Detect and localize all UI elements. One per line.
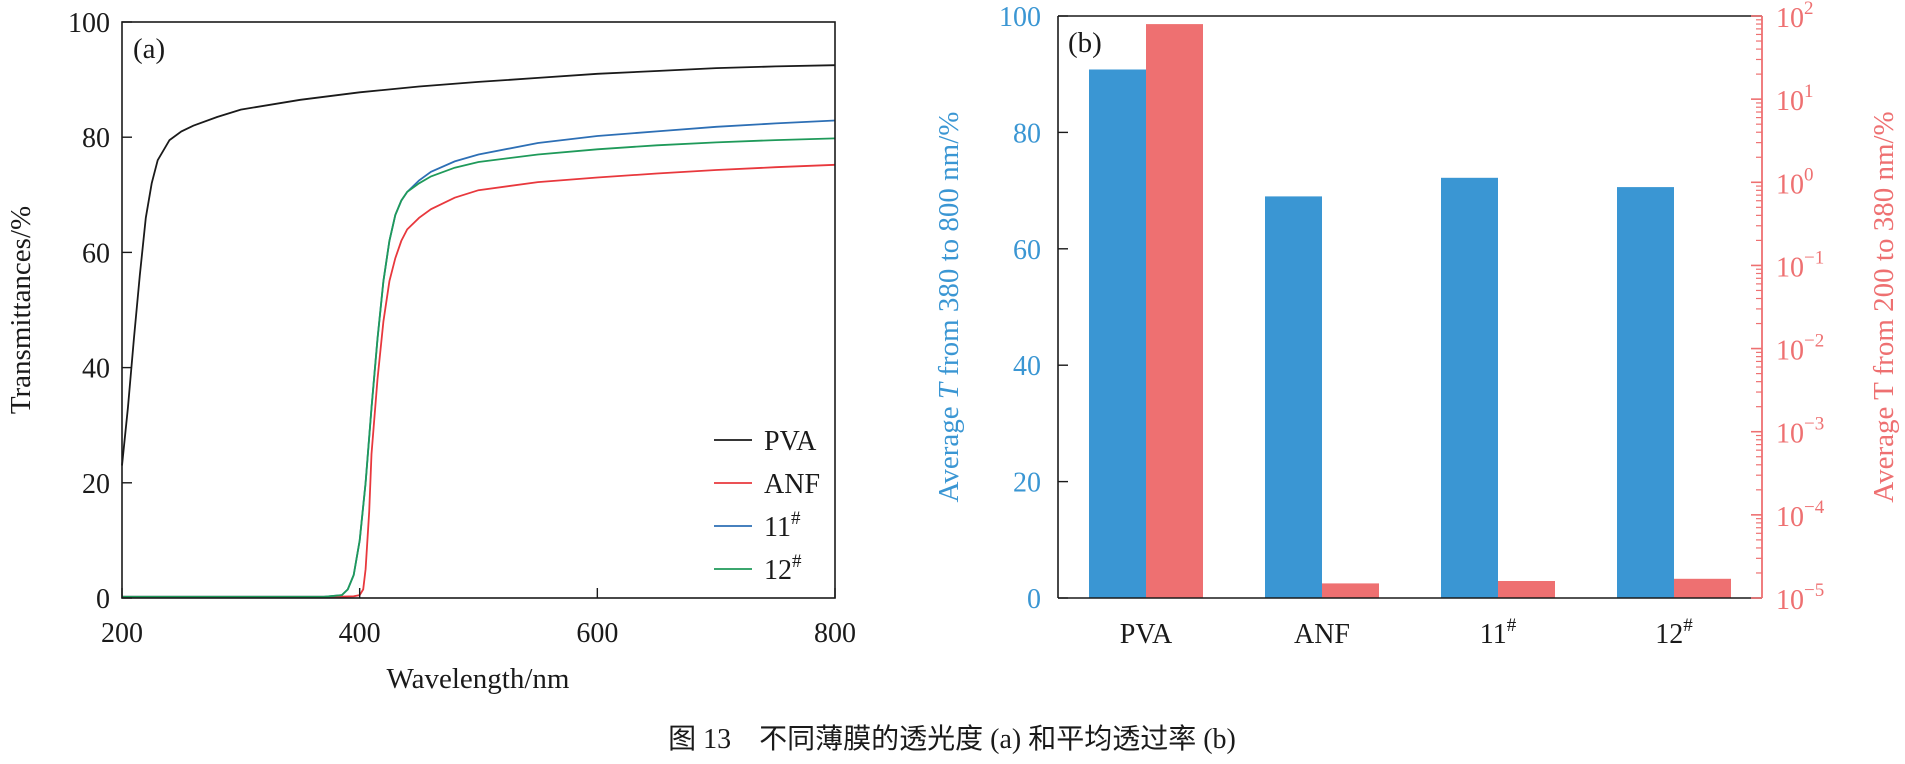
series-line-anf [122, 163, 836, 598]
panel-b-right-tick-base: 10 [1776, 502, 1804, 533]
panel-b-category-label: PVA [1120, 619, 1173, 650]
panel-b-right-tick-base: 10 [1776, 252, 1804, 283]
panel-b-category-label-sup: # [1683, 615, 1693, 636]
panel-a-x-tick-label: 400 [339, 618, 381, 649]
bar-uv-12-sharp [1674, 578, 1731, 598]
legend-label: ANF [764, 469, 820, 500]
legend-label-text: ANF [764, 469, 820, 500]
legend-item: 12# [714, 551, 802, 586]
legend-label-text: 11 [764, 512, 791, 543]
panel-b-right-tick-exp: 0 [1804, 164, 1814, 185]
panel-b-right-tick-exp: 2 [1804, 0, 1814, 19]
panel-b-right-axis-title: Average T from 200 to 380 nm/% [1868, 111, 1900, 502]
panel-a-x-tick-label: 800 [814, 618, 856, 649]
panel-b-left-axis-title: Average T from 380 to 800 nm/% [933, 112, 965, 503]
legend-item: 11# [714, 508, 801, 543]
bar-uv-pva [1146, 24, 1203, 599]
panel-b-right-tick-label: 100 [1776, 164, 1814, 200]
bar-uv-anf [1322, 583, 1379, 598]
panel-b-label: (b) [1068, 27, 1102, 59]
panel-b-right-tick-label: 102 [1776, 0, 1814, 34]
panel-a-frame [121, 21, 836, 599]
panel-b-left-tick-label: 20 [1013, 468, 1041, 499]
panel-b-right-tick-label: 10−1 [1776, 247, 1824, 283]
panel-b-left-tick-label: 100 [999, 2, 1041, 33]
panel-a-x-axis-title: Wavelength/nm [387, 663, 570, 695]
panel-a-x-ticks: 200 400 600 800 [101, 588, 856, 649]
panel-b-bars [1089, 24, 1731, 599]
panel-b-right-tick-exp: −5 [1804, 580, 1824, 601]
panel-b-right-tick-exp: 1 [1804, 81, 1814, 102]
bar-visible-12-sharp [1617, 187, 1674, 598]
panel-b-category-label-text: 12 [1655, 619, 1683, 650]
panel-b-left-ticks: 0 20 40 60 80 100 [999, 2, 1068, 615]
panel-b-left-tick-label: 60 [1013, 235, 1041, 266]
panel-b-right-tick-base: 10 [1776, 336, 1804, 367]
bar-visible-anf [1265, 196, 1322, 598]
legend-label-sup: # [791, 508, 801, 529]
panel-b-right-tick-base: 10 [1776, 169, 1804, 200]
panel-b-left-axis-title-italic: T [933, 381, 965, 399]
panel-a: 0 20 40 60 80 100 200 400 600 800 (a) Wavelength… [5, 8, 856, 695]
legend-label-text: PVA [764, 426, 817, 457]
legend-label: 11# [764, 508, 801, 543]
legend-label: 12# [764, 551, 802, 586]
panel-a-y-tick-label: 40 [82, 354, 110, 385]
panel-a-y-tick-label: 0 [96, 584, 110, 615]
bar-visible-11-sharp [1441, 177, 1498, 599]
panel-b-right-tick-label: 101 [1776, 81, 1814, 117]
bar-uv-11-sharp [1498, 581, 1555, 598]
panel-b-x-ticks: PVA ANF 11# 12# [1120, 615, 1693, 650]
legend-item: ANF [714, 469, 820, 500]
panel-b-category-label: 11# [1480, 615, 1517, 650]
panel-b-right-tick-exp: −1 [1804, 247, 1824, 268]
series-line-12-sharp [122, 137, 836, 598]
panel-b-category-label-sup: # [1507, 615, 1517, 636]
panel-b-category-label: 12# [1655, 615, 1693, 650]
panel-a-y-tick-label: 20 [82, 469, 110, 500]
panel-a-x-tick-label: 600 [576, 618, 618, 649]
panel-b-right-tick-base: 10 [1776, 86, 1804, 117]
legend-item: PVA [714, 426, 817, 457]
panel-a-y-ticks: 0 20 40 60 80 100 [68, 8, 132, 615]
legend-label-text: 12 [764, 555, 792, 586]
panel-b-right-tick-exp: −3 [1804, 414, 1824, 435]
panel-b-right-tick-base: 10 [1776, 585, 1804, 616]
panel-a-y-axis-title: Transmittances/% [5, 206, 37, 414]
panel-b-right-tick-exp: −2 [1804, 331, 1824, 352]
bar-visible-pva [1089, 69, 1146, 598]
panel-b-category-label-text: 11 [1480, 619, 1507, 650]
figure-caption: 图 13 不同薄膜的透光度 (a) 和平均透过率 (b) [668, 723, 1236, 755]
panel-b-category-label: ANF [1294, 619, 1350, 650]
panel-b-right-tick-label: 10−4 [1776, 497, 1825, 533]
panel-b-right-tick-base: 10 [1776, 3, 1804, 34]
panel-a-y-tick-label: 80 [82, 123, 110, 154]
panel-b-category-label-text: ANF [1294, 619, 1350, 650]
panel-b-right-tick-label: 10−5 [1776, 580, 1824, 616]
panel-a-x-tick-label: 200 [101, 618, 143, 649]
series-line-pva [121, 64, 836, 466]
panel-b-right-tick-label: 10−2 [1776, 331, 1824, 367]
panel-a-series [121, 64, 836, 598]
panel-b-right-tick-exp: −4 [1804, 497, 1825, 518]
panel-b-right-tick-base: 10 [1776, 419, 1804, 450]
panel-b-category-label-text: PVA [1120, 619, 1173, 650]
panel-a-y-tick-label: 100 [68, 8, 110, 39]
panel-b-left-tick-label: 0 [1027, 584, 1041, 615]
panel-b-left-tick-label: 80 [1013, 118, 1041, 149]
panel-b-left-axis-title-pre: Average [933, 399, 965, 502]
panel-a-y-tick-label: 60 [82, 238, 110, 269]
panel-a-label: (a) [133, 33, 165, 65]
panel-b-left-axis-title-post: from 380 to 800 nm/% [933, 112, 965, 383]
panel-b-left-tick-label: 40 [1013, 351, 1041, 382]
legend-label: PVA [764, 426, 817, 457]
panel-b-right-tick-label: 10−3 [1776, 414, 1824, 450]
legend-label-sup: # [792, 551, 802, 572]
